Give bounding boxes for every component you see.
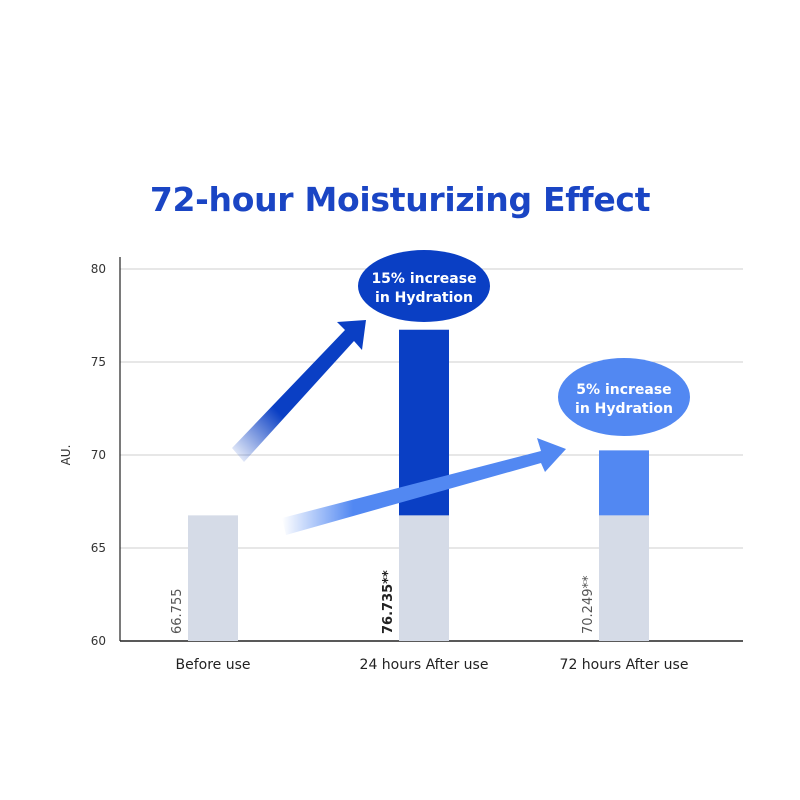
y-axis-label: AU.: [59, 445, 73, 466]
increase-arrow-24h: [232, 320, 366, 462]
callout-line2: in Hydration: [575, 401, 673, 417]
chart-title: 72-hour Moisturizing Effect: [149, 180, 651, 219]
bar-baseline: [188, 515, 238, 641]
bar-baseline: [599, 515, 649, 641]
bar-increase: [599, 450, 649, 516]
increase-arrow-72h: [282, 438, 566, 535]
x-tick-label: 72 hours After use: [560, 657, 689, 673]
callout-line1: 15% increase: [371, 271, 476, 287]
value-label: 66.755: [170, 589, 185, 635]
x-tick-label: 24 hours After use: [360, 657, 489, 673]
value-label: 70.249**: [581, 575, 596, 634]
callout-bubble: [358, 250, 490, 322]
callout-line1: 5% increase: [576, 382, 671, 398]
bar-baseline: [399, 515, 449, 641]
y-tick-label: 60: [91, 634, 106, 648]
y-tick-label: 65: [91, 541, 106, 555]
y-tick-label: 75: [91, 355, 106, 369]
y-tick-label: 70: [91, 448, 106, 462]
callout-bubble: [558, 358, 690, 436]
x-tick-label: Before use: [175, 657, 250, 673]
callout-line2: in Hydration: [375, 290, 473, 306]
value-label: 76.735**: [381, 570, 396, 634]
y-tick-label: 80: [91, 262, 106, 276]
